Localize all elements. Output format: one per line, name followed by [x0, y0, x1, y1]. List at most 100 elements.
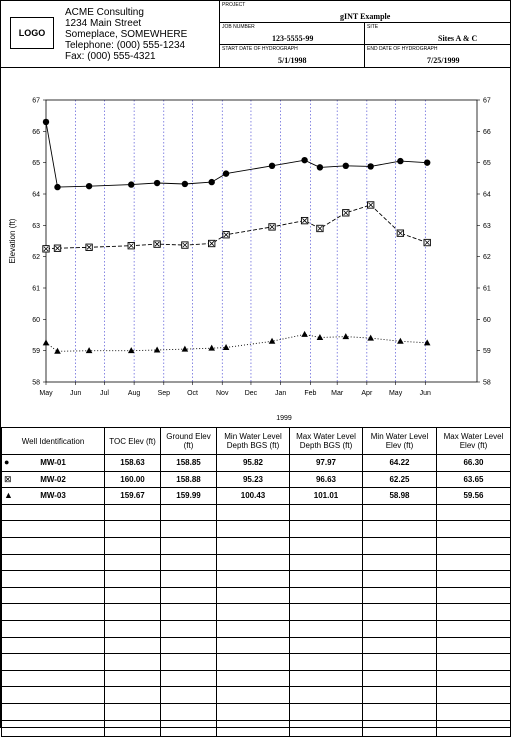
data-point	[222, 170, 230, 177]
empty-cell	[362, 536, 437, 555]
empty-cell	[1, 570, 105, 588]
empty-cell	[1, 520, 105, 538]
table-cell: 62.25	[362, 470, 437, 489]
empty-cell	[216, 586, 290, 605]
empty-cell	[160, 536, 217, 555]
table-cell: 66.30	[436, 454, 511, 472]
empty-table-row	[1, 520, 511, 538]
empty-table-row	[1, 653, 511, 671]
table-cell: 95.82	[216, 454, 290, 472]
empty-cell	[1, 503, 105, 522]
empty-cell	[216, 603, 290, 621]
marker-cross	[43, 246, 49, 252]
empty-cell	[1, 686, 105, 704]
company-info: ACME Consulting 1234 Main Street Somepla…	[65, 7, 187, 62]
y-tick-label-left: 63	[32, 223, 40, 230]
table-row: ⊠ MW-02 160.00 158.88 95.23 96.63 62.25 63.65	[1, 470, 511, 489]
data-point	[85, 243, 93, 251]
series-mw-02	[42, 201, 431, 253]
end-date-label: END DATE OF HYDROGRAPH	[367, 46, 438, 52]
empty-cell	[160, 570, 217, 588]
table-cell: 158.88	[160, 470, 217, 489]
empty-table-row	[1, 553, 511, 572]
empty-cell	[289, 702, 363, 721]
table-cell: 159.67	[104, 487, 161, 505]
project-label: PROJECT	[222, 2, 246, 8]
empty-cell	[160, 719, 217, 737]
empty-cell	[160, 619, 217, 638]
y-tick-label-right: 61	[483, 286, 491, 293]
x-tick-label: Jun	[420, 390, 431, 397]
well-id-cell: ● MW-01	[1, 454, 105, 472]
data-point	[423, 159, 431, 166]
empty-cell	[216, 553, 290, 572]
data-point	[208, 344, 215, 351]
table-header-row: Well Identification TOC Elev (ft) Ground…	[1, 427, 511, 455]
y-tick-label-right: 63	[483, 223, 491, 230]
empty-table-row	[1, 669, 511, 688]
empty-table-row	[1, 702, 511, 721]
data-point	[181, 180, 189, 188]
x-tick-label: Nov	[216, 390, 229, 397]
data-point	[423, 238, 431, 247]
marker-cross	[269, 224, 275, 230]
empty-cell	[362, 719, 437, 737]
data-point	[268, 162, 276, 169]
y-axis-right: 58 59 60 61 62 63 64 65 66 67	[477, 98, 491, 387]
marker-cross	[223, 232, 229, 238]
data-point	[153, 346, 161, 353]
y-tick-label-left: 67	[32, 98, 40, 105]
data-point	[268, 223, 276, 231]
table-cell: 64.22	[362, 454, 437, 472]
empty-cell	[160, 669, 217, 688]
data-point	[342, 333, 350, 340]
data-point	[208, 178, 215, 186]
empty-cell	[436, 603, 511, 621]
company-logo: LOGO	[10, 17, 54, 49]
marker-cross	[317, 225, 323, 231]
company-fax: Fax: (000) 555-4321	[65, 51, 156, 62]
start-date-cell: START DATE OF HYDROGRAPH 5/1/1998	[220, 45, 365, 67]
empty-cell	[362, 520, 437, 538]
empty-cell	[104, 702, 161, 721]
empty-cell	[1, 653, 105, 671]
data-point	[397, 157, 404, 165]
marker-cross	[368, 202, 374, 208]
well-symbol-circle-icon: ●	[4, 457, 10, 467]
company-name: ACME Consulting	[65, 7, 144, 18]
end-date-cell: END DATE OF HYDROGRAPH 7/25/1999	[365, 45, 511, 67]
empty-cell	[216, 719, 290, 737]
empty-cell	[436, 619, 511, 638]
empty-cell	[160, 686, 217, 704]
empty-cell	[436, 503, 511, 522]
series-line	[45, 121, 428, 188]
empty-cell	[289, 686, 363, 704]
site-label: SITE	[367, 24, 379, 30]
empty-cell	[104, 653, 161, 671]
data-point	[85, 182, 93, 190]
x-tick-label: Jan	[275, 390, 286, 397]
y-tick-label-left: 65	[32, 160, 40, 167]
y-tick-label-right: 58	[483, 380, 491, 387]
project-value: gINT Example	[340, 12, 391, 21]
marker-cross	[128, 243, 134, 249]
y-tick-label-right: 60	[483, 317, 491, 324]
empty-cell	[436, 586, 511, 605]
empty-cell	[216, 653, 290, 671]
x-tick-label: May	[389, 390, 403, 397]
project-cell: PROJECT gINT Example	[220, 1, 511, 23]
empty-cell	[436, 653, 511, 671]
header-toc-elev: TOC Elev (ft)	[104, 427, 161, 455]
y-tick-label-right: 59	[483, 348, 491, 355]
header-min-elev: Min Water Level Elev (ft)	[362, 427, 437, 455]
empty-cell	[104, 669, 161, 688]
empty-cell	[216, 503, 290, 522]
table-cell: 160.00	[104, 470, 161, 489]
table-cell: 100.43	[216, 487, 290, 505]
data-point	[42, 118, 50, 126]
empty-cell	[436, 686, 511, 704]
empty-cell	[216, 636, 290, 655]
empty-cell	[104, 636, 161, 655]
header-max-depth: Max Water Level Depth BGS (ft)	[289, 427, 363, 455]
data-point	[85, 347, 93, 354]
